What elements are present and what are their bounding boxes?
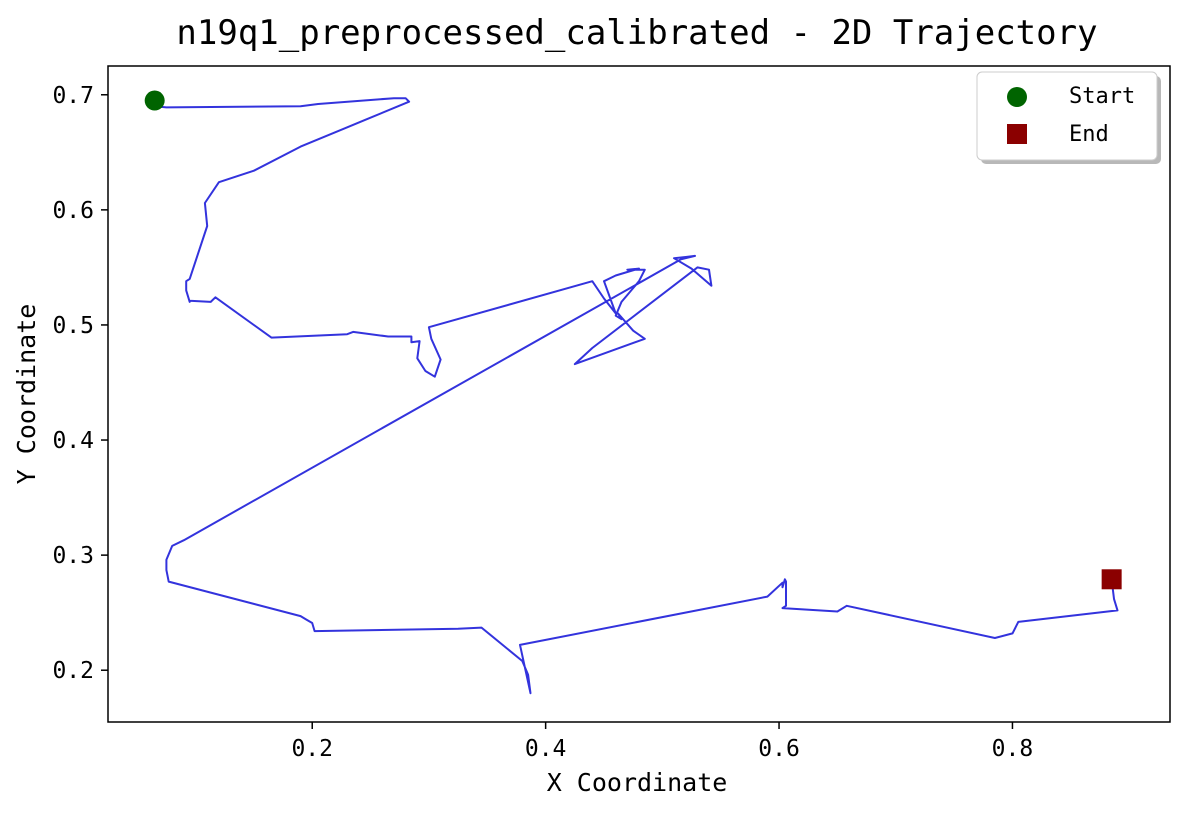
y-tick-label: 0.3 (52, 543, 94, 569)
y-tick-label: 0.2 (52, 658, 94, 684)
end-marker (1101, 569, 1122, 590)
trajectory-layer (154, 97, 1119, 695)
x-tick-label: 0.2 (291, 736, 333, 762)
y-tick-label: 0.6 (52, 198, 94, 224)
x-tick-label: 0.8 (992, 736, 1034, 762)
start-marker (144, 90, 165, 111)
legend-start-label: Start (1069, 84, 1135, 109)
legend-start-marker (1007, 87, 1027, 107)
x-axis: 0.2 0.4 0.6 0.8 (291, 722, 1033, 762)
legend-end-label: End (1069, 122, 1109, 147)
x-axis-label: X Coordinate (547, 768, 728, 797)
y-tick-label: 0.4 (52, 428, 94, 454)
chart-title: n19q1_preprocessed_calibrated - 2D Traje… (176, 13, 1097, 53)
y-tick-label: 0.7 (52, 83, 94, 109)
x-tick-label: 0.4 (525, 736, 567, 762)
legend: Start End (976, 71, 1161, 164)
legend-end-marker (1007, 124, 1027, 144)
y-axis: 0.2 0.3 0.4 0.5 0.6 0.7 (52, 83, 108, 684)
trajectory-line (154, 97, 1119, 695)
y-axis-label: Y Coordinate (12, 304, 41, 485)
plot-area-frame (107, 65, 1171, 723)
marker-layer (144, 90, 1122, 590)
y-tick-label: 0.5 (52, 313, 94, 339)
x-tick-label: 0.6 (758, 736, 800, 762)
